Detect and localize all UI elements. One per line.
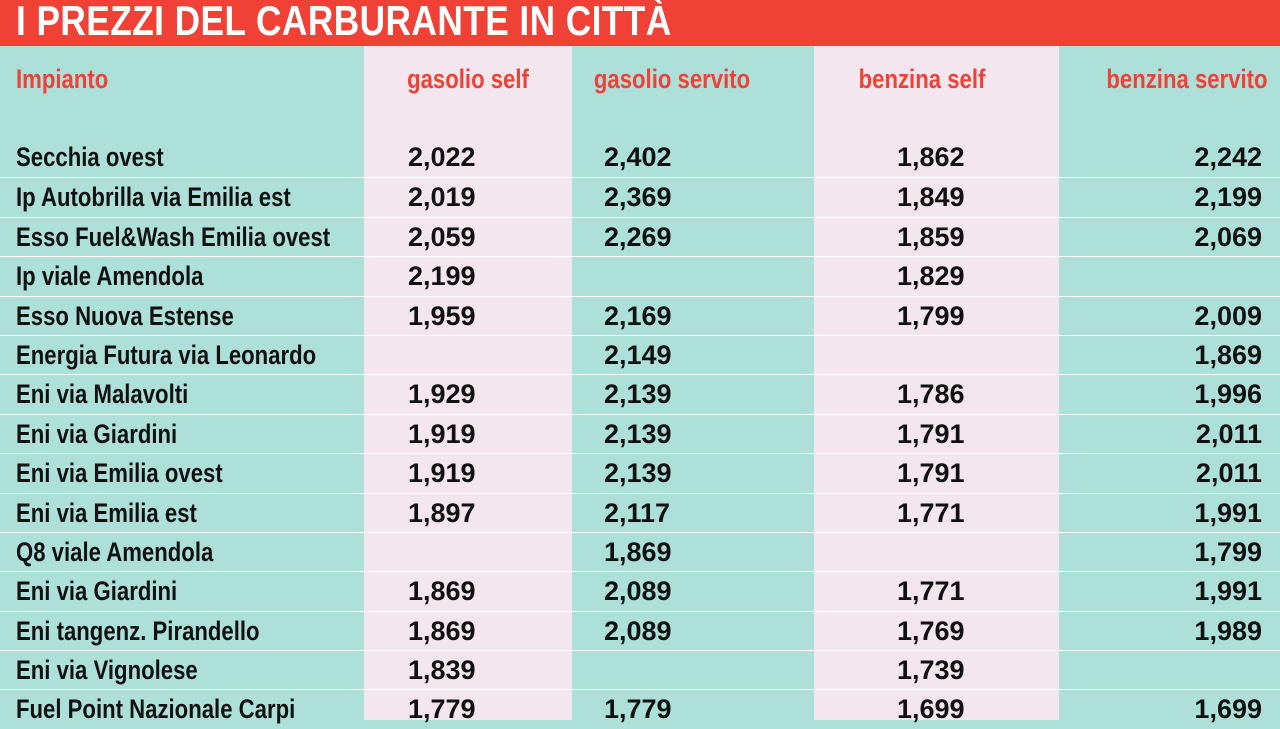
gasolio-servito-price: 2,169 — [604, 300, 672, 331]
gasolio-servito-price: 2,369 — [604, 182, 672, 213]
gasolio-self-price: 1,919 — [408, 458, 476, 489]
gasolio-self-price: 1,869 — [408, 576, 476, 607]
benzina-servito-price: 2,009 — [1194, 300, 1262, 331]
gasolio-self-price: 1,779 — [408, 694, 476, 725]
benzina-servito-price: 2,242 — [1194, 142, 1262, 172]
gasolio-self-price: 1,929 — [408, 379, 476, 410]
gasolio-servito-price: 2,139 — [604, 379, 672, 410]
benzina-self-price: 1,791 — [897, 418, 965, 449]
benzina-self-price: 1,786 — [897, 379, 965, 410]
benzina-servito-price: 1,991 — [1194, 497, 1262, 528]
fuel-price-table: Impianto gasolio self gasolio servito be… — [0, 46, 1280, 724]
benzina-servito-price: 2,199 — [1194, 182, 1262, 213]
table-body: Secchia ovest 2,022 2,402 1,862 2,242 Ip Auto… — [0, 138, 1280, 729]
benzina-self-price: 1,791 — [897, 458, 965, 489]
gasolio-servito-price: 2,149 — [604, 339, 672, 370]
table-row: Esso Fuel&Wash Emilia ovest 2,059 2,269 1,8… — [0, 216, 1280, 256]
station-name: Eni via Emilia est — [16, 497, 197, 528]
benzina-servito-price: 1,699 — [1194, 694, 1262, 725]
gasolio-self-price: 2,019 — [408, 182, 476, 213]
station-name: Energia Futura via Leonardo — [16, 339, 317, 370]
table-row: Fuel Point Nazionale Carpi 1,779 1,779 1,69… — [0, 689, 1280, 728]
column-gasolio-servito-background — [572, 46, 814, 720]
header-impianto: Impianto — [16, 64, 109, 94]
station-name: Eni via Vignolese — [16, 655, 198, 686]
station-name: Eni via Giardini — [16, 576, 178, 607]
table-row: Esso Nuova Estense 1,959 2,169 1,799 2,009 — [0, 295, 1280, 335]
gasolio-self-price: 1,839 — [408, 655, 476, 686]
station-name: Secchia ovest — [16, 142, 164, 172]
benzina-self-price: 1,699 — [897, 694, 965, 725]
table-row: Eni via Emilia ovest 1,919 2,139 1,791 2,011 — [0, 453, 1280, 492]
station-name: Ip Autobrilla via Emilia est — [16, 182, 291, 213]
table-row: Eni tangenz. Pirandello 1,869 2,089 1,769 1,… — [0, 610, 1280, 650]
table-row: Eni via Emilia est 1,897 2,117 1,771 1,991 — [0, 492, 1280, 532]
table-row: Ip viale Amendola 2,199 1,829 — [0, 256, 1280, 295]
benzina-self-price: 1,862 — [897, 142, 965, 172]
gasolio-servito-price: 2,089 — [604, 615, 672, 646]
header-benzina-self: benzina self — [858, 64, 986, 94]
gasolio-self-price: 2,059 — [408, 221, 476, 252]
gasolio-servito-price: 1,779 — [604, 694, 672, 725]
table-row: Eni via Malavolti 1,929 2,139 1,786 1,996 — [0, 374, 1280, 413]
station-name: Esso Fuel&Wash Emilia ovest — [16, 221, 331, 252]
header-benzina-servito: benzina servito — [1106, 64, 1268, 94]
header-gasolio-servito: gasolio servito — [593, 64, 751, 94]
station-name: Eni tangenz. Pirandello — [16, 615, 260, 646]
gasolio-servito-price: 2,117 — [604, 497, 671, 528]
benzina-servito-price: 2,069 — [1194, 221, 1262, 252]
gasolio-self-price: 1,897 — [408, 497, 476, 528]
station-name: Eni via Malavolti — [16, 379, 189, 410]
table-row: Energia Futura via Leonardo 2,149 1,869 — [0, 334, 1280, 374]
gasolio-self-price: 2,022 — [408, 142, 476, 172]
benzina-self-price: 1,799 — [897, 300, 965, 331]
gasolio-self-price: 1,869 — [408, 615, 476, 646]
station-name: Fuel Point Nazionale Carpi — [16, 694, 296, 725]
gasolio-self-price: 1,959 — [408, 300, 476, 331]
benzina-self-price: 1,829 — [897, 261, 965, 292]
benzina-servito-price: 1,869 — [1194, 339, 1262, 370]
benzina-servito-price: 1,991 — [1194, 576, 1262, 607]
benzina-self-price: 1,849 — [897, 182, 965, 213]
gasolio-servito-price: 2,139 — [604, 418, 672, 449]
column-gasolio-self-background — [364, 46, 572, 720]
table-row: Eni via Giardini 1,869 2,089 1,771 1,991 — [0, 571, 1280, 610]
table-row: Eni via Giardini 1,919 2,139 1,791 2,011 — [0, 413, 1280, 453]
benzina-self-price: 1,859 — [897, 221, 965, 252]
station-name: Esso Nuova Estense — [16, 300, 234, 331]
gasolio-servito-price: 2,139 — [604, 458, 672, 489]
station-name: Eni via Giardini — [16, 418, 178, 449]
benzina-self-price: 1,771 — [897, 497, 965, 528]
benzina-self-price: 1,771 — [897, 576, 965, 607]
page-title: I PREZZI DEL CARBURANTE IN CITTÀ — [16, 0, 672, 44]
column-impianto-background — [0, 46, 364, 720]
benzina-servito-price: 1,996 — [1194, 379, 1262, 410]
table-row: Ip Autobrilla via Emilia est 2,019 2,369 1,… — [0, 177, 1280, 216]
header-gasolio-self: gasolio self — [407, 64, 529, 94]
gasolio-servito-price: 2,269 — [604, 221, 672, 252]
column-benzina-servito-background — [1059, 46, 1280, 720]
gasolio-self-price: 1,919 — [408, 418, 476, 449]
benzina-self-price: 1,769 — [897, 615, 965, 646]
benzina-servito-price: 2,011 — [1195, 418, 1262, 449]
table-row: Q8 viale Amendola 1,869 1,799 — [0, 531, 1280, 571]
benzina-servito-price: 1,989 — [1194, 615, 1262, 646]
benzina-servito-price: 1,799 — [1194, 536, 1262, 567]
station-name: Q8 viale Amendola — [16, 536, 214, 567]
table-row: Eni via Vignolese 1,839 1,739 — [0, 650, 1280, 689]
gasolio-self-price: 2,199 — [408, 261, 476, 292]
table-row: Secchia ovest 2,022 2,402 1,862 2,242 — [0, 138, 1280, 177]
benzina-servito-price: 2,011 — [1195, 458, 1262, 489]
station-name: Ip viale Amendola — [16, 261, 204, 292]
title-banner: I PREZZI DEL CARBURANTE IN CITTÀ — [0, 0, 1280, 46]
station-name: Eni via Emilia ovest — [16, 458, 223, 489]
column-benzina-self-background — [814, 46, 1059, 720]
gasolio-servito-price: 2,089 — [604, 576, 672, 607]
gasolio-servito-price: 2,402 — [604, 142, 672, 172]
gasolio-servito-price: 1,869 — [604, 536, 672, 567]
benzina-self-price: 1,739 — [897, 655, 965, 686]
